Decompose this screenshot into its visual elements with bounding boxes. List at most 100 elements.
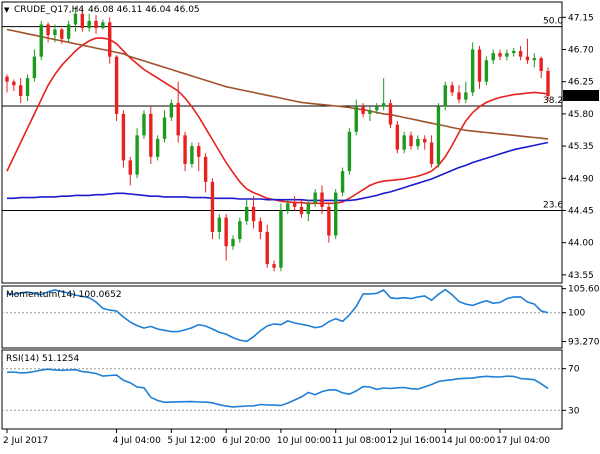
candle-body xyxy=(340,171,345,193)
candle-body xyxy=(149,113,153,157)
candle-body xyxy=(518,50,523,57)
x-tick-label: 6 Jul 20:00 xyxy=(222,436,271,446)
candle-body xyxy=(505,53,509,57)
candle-body xyxy=(450,85,454,93)
candle-body xyxy=(60,29,64,39)
1-y-tick-label: 100 xyxy=(568,309,585,319)
candle-body xyxy=(292,203,297,207)
candle-body xyxy=(169,103,174,118)
candle xyxy=(94,15,98,34)
candle xyxy=(505,49,509,61)
candle-body xyxy=(135,135,139,175)
candle xyxy=(87,13,91,32)
candle xyxy=(190,142,194,168)
candle-body xyxy=(484,60,489,82)
x-tick-label: 11 Jul 08:00 xyxy=(332,436,386,446)
candle xyxy=(258,217,263,240)
candle-body xyxy=(12,81,16,86)
candle xyxy=(470,42,475,96)
candle xyxy=(5,74,9,93)
candle-body xyxy=(39,24,43,57)
candle xyxy=(518,45,523,61)
y-tick-label: 46.70 xyxy=(568,46,594,56)
rsi-title: RSI(14) 51.1254 xyxy=(6,354,79,364)
candle xyxy=(244,199,249,225)
candle xyxy=(135,128,139,179)
candle xyxy=(443,81,447,111)
candle-body xyxy=(128,160,132,175)
candle-body xyxy=(286,203,290,211)
ohlc-header: 46.08 46.11 46.04 46.05 xyxy=(88,5,200,15)
candle xyxy=(32,49,37,82)
x-tick-label: 2 Jul 2017 xyxy=(3,436,48,446)
candle-body xyxy=(388,103,393,125)
candle-body xyxy=(416,138,420,147)
y-tick-label: 46.25 xyxy=(568,78,594,88)
candle xyxy=(210,178,215,240)
candle xyxy=(231,235,235,250)
fib-level-label: 38.2 xyxy=(543,96,563,106)
candle xyxy=(320,185,324,215)
candle-body xyxy=(375,106,379,111)
candle-body xyxy=(176,103,180,136)
candle-body xyxy=(231,239,235,247)
candle xyxy=(265,224,269,268)
momentum-title: Momentum(14) 100.0652 xyxy=(6,290,122,300)
momentum-panel-frame xyxy=(1,285,563,349)
candle xyxy=(361,103,365,118)
candle xyxy=(327,203,331,243)
candle-body xyxy=(354,106,358,132)
candle xyxy=(176,81,180,143)
candle xyxy=(340,167,345,197)
candle xyxy=(251,196,256,229)
moving-average-line-2 xyxy=(6,28,549,140)
candle-body xyxy=(334,192,338,236)
candle-body xyxy=(402,135,406,150)
main-chart-title: CRUDE_Q17,H4 xyxy=(14,5,84,15)
candle xyxy=(546,67,550,102)
candle-body xyxy=(512,50,516,54)
candle-body xyxy=(114,56,119,114)
candle xyxy=(539,56,543,79)
x-tick-label: 12 Jul 16:00 xyxy=(386,436,440,446)
candle xyxy=(73,6,78,32)
candle-body xyxy=(32,56,37,79)
candle-body xyxy=(162,117,167,139)
candle xyxy=(457,85,461,104)
candle-body xyxy=(203,156,208,182)
candle-body xyxy=(224,217,228,247)
candle xyxy=(80,8,85,32)
x-tick-label: 5 Jul 12:00 xyxy=(167,436,216,446)
candle-body xyxy=(395,124,400,150)
candle-body xyxy=(470,49,475,93)
chevron-down-icon[interactable]: ▼ xyxy=(4,6,10,14)
candle-body xyxy=(443,85,447,107)
candle-body xyxy=(155,138,160,157)
candle xyxy=(484,56,489,86)
candle xyxy=(388,99,393,129)
candle-body xyxy=(244,206,249,222)
candle-body xyxy=(217,217,221,232)
x-tick-label: 14 Jul 00:00 xyxy=(441,436,495,446)
candle-body xyxy=(457,92,461,100)
candle xyxy=(347,128,352,175)
x-tick-label: 17 Jul 04:00 xyxy=(496,436,550,446)
candle-body xyxy=(25,78,30,96)
candle-body xyxy=(251,206,256,222)
candle-body xyxy=(539,58,543,71)
moving-average-line-3 xyxy=(7,141,549,202)
candle xyxy=(101,19,105,30)
candle xyxy=(313,189,317,207)
candle xyxy=(279,203,283,272)
candle xyxy=(53,24,57,43)
y-tick-label: 44.90 xyxy=(568,174,594,184)
candle xyxy=(39,20,43,61)
candle-body xyxy=(121,113,126,161)
candle xyxy=(197,142,201,172)
candle xyxy=(155,135,160,161)
candle xyxy=(224,214,228,261)
candle-body xyxy=(381,103,386,107)
candle-body xyxy=(347,131,352,172)
candle xyxy=(169,99,174,122)
candle-body xyxy=(423,138,427,143)
